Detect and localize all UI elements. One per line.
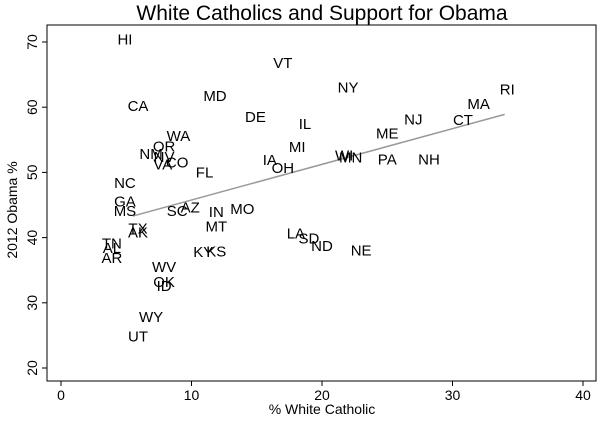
state-label-ia: IA xyxy=(263,152,277,169)
state-label-nd: ND xyxy=(311,238,333,255)
fit-line-layer xyxy=(132,113,505,217)
state-label-tx: TX xyxy=(128,220,147,237)
x-tick-label: 0 xyxy=(57,387,65,403)
state-label-ca: CA xyxy=(128,98,149,115)
state-label-ga: GA xyxy=(114,194,136,211)
y-tick-label: 70 xyxy=(24,34,40,50)
fit-line xyxy=(132,113,505,217)
state-label-md: MD xyxy=(203,88,226,105)
state-label-va: VA xyxy=(153,157,172,174)
state-label-or: OR xyxy=(153,138,176,155)
state-label-nh: NH xyxy=(418,151,440,168)
y-axis: 20 30 40 50 60 70 xyxy=(24,34,47,376)
x-axis: 0 10 20 30 40 xyxy=(57,381,591,403)
x-tick-label: 30 xyxy=(445,387,461,403)
state-label-id: ID xyxy=(157,278,172,295)
y-axis-label: 2012 Obama % xyxy=(4,161,20,258)
state-label-wi: WI xyxy=(335,147,353,164)
state-label-ak: AK xyxy=(128,224,148,241)
state-label-hi: HI xyxy=(117,31,132,48)
y-tick-label: 50 xyxy=(24,164,40,180)
y-tick-label: 30 xyxy=(24,295,40,311)
state-label-ky: KY xyxy=(193,244,213,261)
state-label-az: AZ xyxy=(181,200,200,217)
state-label-vt: VT xyxy=(273,55,292,72)
state-label-wa: WA xyxy=(167,128,191,145)
state-label-mo: MO xyxy=(230,201,254,218)
state-label-wy: WY xyxy=(139,309,163,326)
x-tick-label: 10 xyxy=(184,387,200,403)
x-tick-label: 20 xyxy=(314,387,330,403)
state-label-wv: WV xyxy=(152,259,176,276)
state-label-nc: NC xyxy=(114,175,136,192)
state-label-sd: SD xyxy=(299,230,320,247)
y-tick-label: 60 xyxy=(24,99,40,115)
state-label-nv: NV xyxy=(154,149,175,166)
state-label-mt: MT xyxy=(205,219,227,236)
state-label-la: LA xyxy=(287,226,305,243)
state-label-sc: SC xyxy=(167,203,188,220)
state-label-co: CO xyxy=(166,155,189,172)
y-tick-label: 20 xyxy=(24,360,40,376)
state-label-pa: PA xyxy=(378,151,397,168)
state-label-il: IL xyxy=(299,116,312,133)
state-label-fl: FL xyxy=(196,164,214,181)
chart-title: White Catholics and Support for Obama xyxy=(136,2,508,25)
state-label-mi: MI xyxy=(289,139,306,156)
state-label-nj: NJ xyxy=(404,112,422,129)
state-label-ok: OK xyxy=(153,274,175,291)
state-label-me: ME xyxy=(376,125,399,142)
state-label-ut: UT xyxy=(128,329,148,346)
state-label-ma: MA xyxy=(467,96,490,113)
state-label-oh: OH xyxy=(272,160,295,177)
state-label-ar: AR xyxy=(101,250,122,267)
state-label-ne: NE xyxy=(351,243,372,260)
state-label-de: DE xyxy=(245,109,266,126)
x-tick-label: 40 xyxy=(575,387,591,403)
state-label-ks: KS xyxy=(206,243,226,260)
state-label-al: AL xyxy=(103,240,121,257)
x-axis-label: % White Catholic xyxy=(269,401,376,417)
state-label-in: IN xyxy=(209,204,224,221)
state-label-nm: NM xyxy=(139,146,162,163)
state-label-tn: TN xyxy=(102,235,122,252)
state-label-ri: RI xyxy=(500,82,515,99)
y-tick-label: 40 xyxy=(24,230,40,246)
state-label-ny: NY xyxy=(338,80,359,97)
state-label-mn: MN xyxy=(339,149,362,166)
state-label-ms: MS xyxy=(114,203,137,220)
state-label-ct: CT xyxy=(453,112,473,129)
